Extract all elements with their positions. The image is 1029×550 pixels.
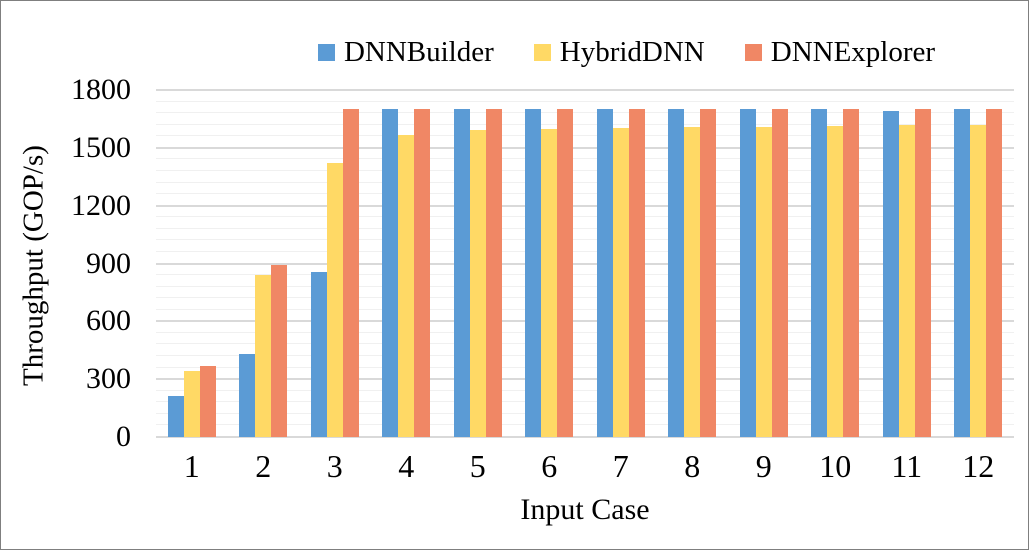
x-tick-label: 10: [819, 448, 852, 484]
bar-hybriddnn-case-10: [827, 125, 844, 437]
bar-dnnexplorer-case-7: [628, 109, 645, 437]
bar-hybriddnn-case-6: [541, 128, 558, 437]
bar-dnnexplorer-case-6: [557, 109, 574, 437]
bar-dnnexplorer-case-10: [843, 109, 860, 437]
bar-dnnexplorer-case-5: [485, 109, 502, 437]
bar-dnnexplorer-case-12: [986, 109, 1003, 437]
legend-label-dnnexplorer: DNNExplorer: [770, 36, 936, 68]
minor-gridline: [156, 169, 1014, 171]
minor-gridline: [156, 366, 1014, 368]
bar-dnnbuilder-case-4: [382, 109, 399, 437]
bar-dnnexplorer-case-11: [914, 109, 931, 437]
y-tick-label: 1800: [71, 73, 131, 106]
minor-gridline: [156, 308, 1014, 310]
bar-hybriddnn-case-9: [755, 126, 772, 437]
minor-gridline: [156, 123, 1014, 125]
major-gridline: [156, 262, 1014, 265]
bar-hybriddnn-case-1: [183, 371, 200, 437]
x-tick-label: 11: [891, 448, 923, 484]
bar-dnnbuilder-case-2: [239, 354, 256, 437]
bar-dnnbuilder-case-9: [739, 109, 756, 437]
minor-gridline: [156, 355, 1014, 357]
minor-gridline: [156, 389, 1014, 391]
bar-dnnbuilder-case-12: [954, 109, 971, 437]
bar-dnnexplorer-case-2: [271, 265, 288, 437]
bar-dnnbuilder-case-5: [453, 109, 470, 437]
minor-gridline: [156, 250, 1014, 252]
minor-gridline: [156, 424, 1014, 426]
bar-dnnexplorer-case-4: [414, 109, 431, 437]
x-tick-label: 2: [255, 448, 272, 484]
legend-swatch-dnnbuilder: [317, 43, 335, 61]
minor-gridline: [156, 181, 1014, 183]
minor-gridline: [156, 135, 1014, 137]
legend-item-hybriddnn: HybridDNN: [533, 36, 705, 68]
y-tick-label: 1500: [71, 130, 131, 164]
minor-gridline: [156, 285, 1014, 287]
minor-gridline: [156, 412, 1014, 414]
bar-dnnbuilder-case-11: [882, 111, 899, 437]
minor-gridline: [156, 297, 1014, 299]
minor-gridline: [156, 331, 1014, 333]
bar-dnnexplorer-case-3: [342, 109, 359, 437]
legend-item-dnnexplorer: DNNExplorer: [744, 36, 936, 68]
x-axis-title: Input Case: [520, 493, 650, 526]
legend-swatch-hybriddnn: [533, 43, 551, 61]
minor-gridline: [156, 216, 1014, 218]
minor-gridline: [156, 227, 1014, 229]
major-gridline: [156, 320, 1014, 323]
bar-hybriddnn-case-8: [684, 126, 701, 437]
legend-label-hybriddnn: HybridDNN: [559, 36, 705, 68]
x-tick-label: 7: [612, 448, 629, 484]
bar-dnnexplorer-case-9: [771, 109, 788, 437]
x-tick-label: 4: [398, 448, 415, 484]
legend-item-dnnbuilder: DNNBuilder: [317, 36, 494, 68]
y-tick-label: 300: [86, 362, 131, 396]
x-tick-label: 6: [541, 448, 558, 484]
bar-dnnbuilder-case-3: [310, 272, 327, 437]
bar-dnnbuilder-case-8: [668, 109, 685, 437]
major-gridline: [156, 89, 1014, 91]
major-gridline: [156, 146, 1014, 149]
minor-gridline: [156, 343, 1014, 345]
minor-gridline: [156, 193, 1014, 195]
bar-hybriddnn-case-5: [469, 129, 486, 437]
bar-dnnbuilder-case-6: [525, 109, 542, 437]
y-tick-label: 600: [86, 304, 131, 338]
bar-hybriddnn-case-7: [612, 127, 629, 437]
minor-gridline: [156, 274, 1014, 276]
bar-hybriddnn-case-11: [898, 124, 915, 437]
x-tick-label: 5: [469, 448, 486, 484]
x-tick-label: 1: [183, 448, 200, 484]
y-tick-label: 900: [86, 246, 131, 280]
x-tick-label: 8: [684, 448, 701, 484]
bar-dnnbuilder-case-1: [167, 395, 184, 437]
bar-hybriddnn-case-2: [255, 275, 272, 437]
minor-gridline: [156, 239, 1014, 241]
bar-dnnbuilder-case-10: [811, 109, 828, 437]
plot-area: [156, 89, 1014, 438]
x-tick-label: 9: [755, 448, 772, 484]
legend-swatch-dnnexplorer: [744, 43, 762, 61]
chart-legend: DNNBuilder HybridDNN DNNExplorer: [113, 36, 1028, 68]
bar-dnnexplorer-case-8: [700, 109, 717, 437]
minor-gridline: [156, 100, 1014, 102]
bar-dnnbuilder-case-7: [596, 109, 613, 437]
x-tick-label: 12: [962, 448, 995, 484]
bar-hybriddnn-case-12: [970, 124, 987, 437]
y-tick-label: 1200: [71, 188, 131, 222]
x-tick-label: 3: [326, 448, 343, 484]
bar-hybriddnn-case-3: [326, 163, 343, 437]
minor-gridline: [156, 158, 1014, 160]
x-axis-line: [156, 436, 1014, 438]
minor-gridline: [156, 112, 1014, 114]
y-tick-label: 0: [116, 420, 131, 453]
major-gridline: [156, 378, 1014, 381]
legend-label-dnnbuilder: DNNBuilder: [343, 36, 494, 68]
bar-dnnexplorer-case-1: [199, 365, 216, 437]
major-gridline: [156, 204, 1014, 207]
bar-hybriddnn-case-4: [398, 135, 415, 437]
minor-gridline: [156, 401, 1014, 403]
